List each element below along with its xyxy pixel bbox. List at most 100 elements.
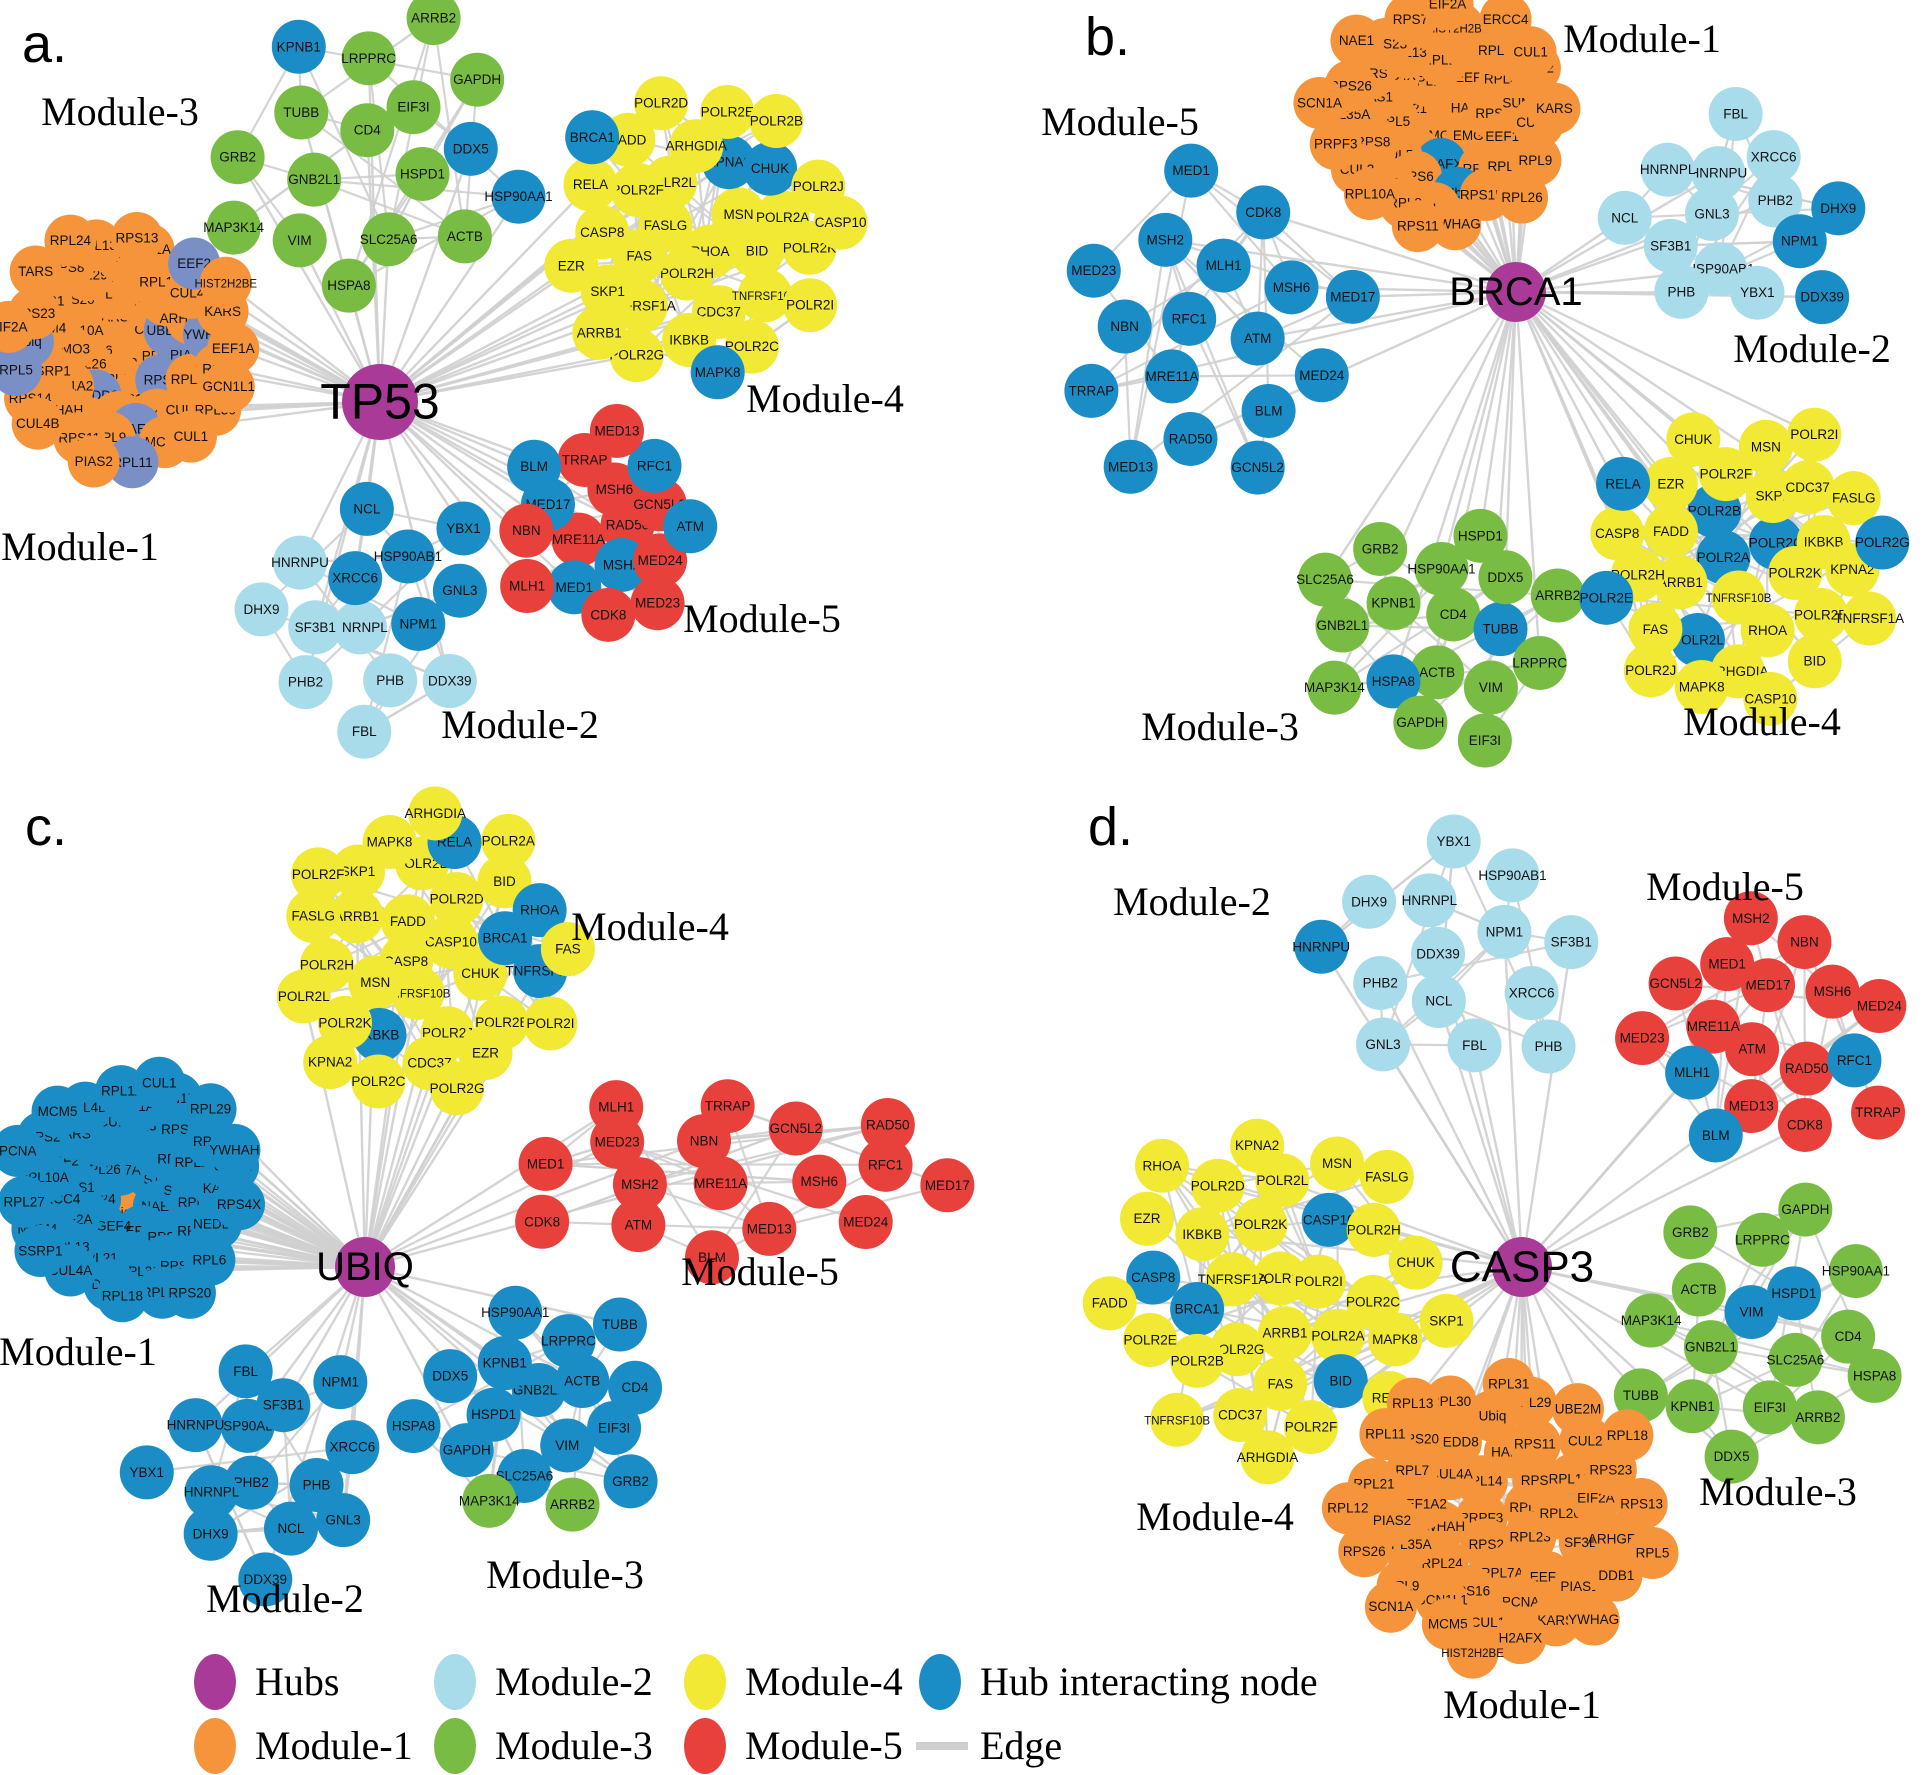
node-DHX9[interactable] [234, 582, 289, 637]
node-PIAS2[interactable] [67, 435, 120, 488]
node-RPL11[interactable] [106, 436, 159, 489]
node-RHOA[interactable] [512, 883, 567, 938]
node-MAP3K14[interactable] [206, 200, 261, 255]
node-FAS[interactable] [1628, 602, 1683, 657]
node-ACTB[interactable] [1671, 1262, 1726, 1317]
node-SCN1A[interactable] [1364, 1580, 1417, 1633]
node-MSH2[interactable] [1723, 891, 1778, 946]
node-RPL29[interactable] [184, 1083, 237, 1136]
hub-node-UBIQ[interactable] [335, 1237, 395, 1297]
node-HSP90AB1[interactable] [380, 529, 435, 584]
node-GAPDH[interactable] [1778, 1182, 1833, 1237]
node-GAPDH[interactable] [1393, 695, 1448, 750]
node-HSPA8[interactable] [386, 1399, 441, 1454]
node-POLR2I[interactable] [523, 996, 578, 1051]
node-MAPK8[interactable] [362, 815, 417, 870]
node-ARRB2[interactable] [406, 0, 461, 46]
node-POLR2D[interactable] [1794, 587, 1849, 642]
node-MSH2[interactable] [1138, 212, 1193, 267]
node-TNFRSF10B[interactable] [390, 965, 445, 1020]
node-DDX39[interactable] [238, 1552, 293, 1607]
node-CD4[interactable] [1426, 587, 1481, 642]
node-ATM[interactable] [663, 499, 718, 554]
node-DDX39[interactable] [1795, 270, 1850, 325]
node-VIM[interactable] [540, 1418, 595, 1473]
node-BLM[interactable] [684, 1230, 739, 1285]
node-CUL1[interactable] [1504, 26, 1557, 79]
hub-node-CASP3[interactable] [1492, 1237, 1552, 1297]
node-RHOA[interactable] [1740, 603, 1795, 658]
node-NBN[interactable] [499, 503, 554, 558]
node-HNRNPU[interactable] [1691, 146, 1746, 201]
node-ARRB2[interactable] [545, 1477, 600, 1532]
node-PHB2[interactable] [1748, 173, 1803, 228]
node-XRCC6[interactable] [328, 551, 383, 606]
node-CDK8[interactable] [1236, 185, 1291, 240]
node-KPNB1[interactable] [271, 19, 326, 74]
node-TUBB[interactable] [1613, 1368, 1668, 1423]
node-RPL30[interactable] [1424, 1375, 1477, 1428]
node-RPS26[interactable] [1338, 1525, 1391, 1578]
node-CD4[interactable] [608, 1360, 663, 1415]
node-RPL13[interactable] [1386, 1377, 1439, 1430]
node-RPS11[interactable] [1391, 200, 1444, 253]
node-KPNB1[interactable] [1665, 1379, 1720, 1434]
node-POLR2L[interactable] [1670, 612, 1725, 667]
node-TUBB[interactable] [1473, 602, 1528, 657]
node-GCN5L2[interactable] [768, 1101, 823, 1156]
node-PHB[interactable] [1521, 1019, 1576, 1074]
node-HNRNPL[interactable] [1402, 873, 1457, 928]
node-YBX1[interactable] [1426, 814, 1481, 869]
node-HIST2H2BE[interactable] [1446, 1626, 1499, 1679]
node-NCL[interactable] [1411, 974, 1466, 1029]
node-RAD50[interactable] [860, 1097, 915, 1152]
node-KPNB1[interactable] [477, 1336, 532, 1391]
node-MSN[interactable] [1738, 419, 1793, 474]
node-CHUK[interactable] [1388, 1235, 1443, 1290]
node-DDX39[interactable] [1411, 926, 1466, 981]
node-HSPA8[interactable] [321, 258, 376, 313]
node-MAP3K14[interactable] [1624, 1293, 1679, 1348]
node-CDK8[interactable] [581, 587, 636, 642]
node-BLM[interactable] [1688, 1108, 1743, 1163]
node-POLR2F[interactable] [1698, 447, 1753, 502]
node-YBX1[interactable] [1730, 265, 1785, 320]
node-HNRNPL[interactable] [332, 600, 387, 655]
node-HNRNPU[interactable] [168, 1398, 223, 1453]
node-YWHAH[interactable] [208, 1123, 261, 1176]
node-POLR2E[interactable] [1579, 570, 1634, 625]
node-POLR2E[interactable] [700, 85, 755, 140]
node-LRPPRC[interactable] [541, 1314, 596, 1369]
node-EIF3I[interactable] [386, 80, 441, 135]
node-LRPPRC[interactable] [1512, 635, 1567, 690]
node-MAP3K14[interactable] [1307, 660, 1362, 715]
node-YBX1[interactable] [436, 501, 491, 556]
node-CASP10[interactable] [813, 195, 868, 250]
node-POLR2G[interactable] [430, 1061, 485, 1116]
node-NEDD8[interactable] [1429, 1416, 1482, 1469]
node-MED23[interactable] [1066, 243, 1121, 298]
node-CD4[interactable] [1821, 1309, 1876, 1364]
node-XRCC6[interactable] [325, 1420, 380, 1475]
node-MSH2[interactable] [612, 1157, 667, 1212]
node-CDC37[interactable] [1780, 460, 1835, 515]
node-NCL[interactable] [1597, 190, 1652, 245]
node-FBL[interactable] [1447, 1018, 1502, 1073]
node-MED13[interactable] [589, 403, 644, 458]
node-NCL[interactable] [339, 481, 394, 536]
node-RPL18[interactable] [1601, 1409, 1654, 1462]
node-SLC25A6[interactable] [1298, 552, 1353, 607]
node-RAD50[interactable] [1163, 411, 1218, 466]
node-DHX9[interactable] [1811, 181, 1866, 236]
node-RPS20[interactable] [163, 1266, 216, 1319]
node-TARS[interactable] [9, 245, 62, 298]
node-NCL[interactable] [263, 1501, 318, 1556]
node-HIST2H2BE[interactable] [199, 256, 252, 309]
node-NAE1[interactable] [1330, 14, 1383, 67]
node-SF3B1[interactable] [1544, 915, 1599, 970]
node-POLR2J[interactable] [1623, 643, 1678, 698]
node-TRRAP[interactable] [1064, 363, 1119, 418]
node-MAP3K14[interactable] [462, 1473, 517, 1528]
node-MED24[interactable] [1852, 979, 1907, 1034]
node-BID[interactable] [1313, 1354, 1368, 1409]
